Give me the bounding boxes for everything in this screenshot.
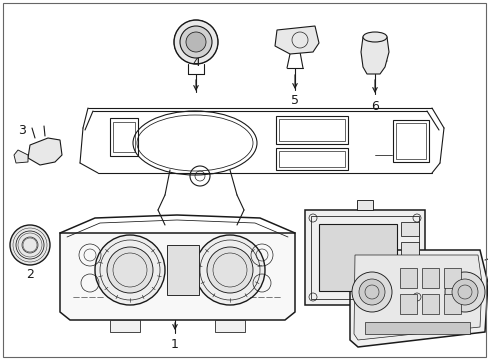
Bar xyxy=(305,210,424,305)
Text: 4: 4 xyxy=(192,55,200,68)
Bar xyxy=(318,224,396,291)
Polygon shape xyxy=(274,26,318,54)
Circle shape xyxy=(174,20,218,64)
Text: 5: 5 xyxy=(290,94,298,107)
Bar xyxy=(356,200,372,210)
Bar xyxy=(167,245,199,295)
Polygon shape xyxy=(353,255,481,340)
Bar xyxy=(400,222,418,236)
Bar xyxy=(110,320,140,332)
Polygon shape xyxy=(349,250,487,347)
Bar xyxy=(364,322,469,334)
Polygon shape xyxy=(28,138,62,165)
Text: 7: 7 xyxy=(360,321,368,334)
Bar xyxy=(110,118,138,156)
Bar xyxy=(215,320,244,332)
Bar xyxy=(443,294,460,314)
Circle shape xyxy=(351,272,391,312)
Bar xyxy=(400,242,418,256)
Bar xyxy=(399,294,416,314)
Text: 2: 2 xyxy=(26,269,34,282)
Bar xyxy=(275,116,347,144)
Circle shape xyxy=(444,272,484,312)
Ellipse shape xyxy=(362,32,386,42)
Bar xyxy=(400,282,418,296)
Bar xyxy=(275,148,347,170)
Circle shape xyxy=(206,247,252,293)
Bar xyxy=(421,268,438,288)
Text: 3: 3 xyxy=(18,123,26,136)
Bar xyxy=(443,268,460,288)
Text: 6: 6 xyxy=(370,99,378,112)
Circle shape xyxy=(185,32,205,52)
Bar xyxy=(399,268,416,288)
Circle shape xyxy=(180,26,212,58)
Circle shape xyxy=(95,235,164,305)
Bar xyxy=(279,119,345,141)
Bar xyxy=(400,262,418,276)
Bar xyxy=(279,151,345,167)
Bar xyxy=(310,216,418,299)
Bar xyxy=(113,122,135,152)
Circle shape xyxy=(195,235,264,305)
Polygon shape xyxy=(60,233,294,320)
Polygon shape xyxy=(14,150,28,163)
Bar xyxy=(421,294,438,314)
Bar xyxy=(395,123,425,159)
Polygon shape xyxy=(360,37,388,74)
Circle shape xyxy=(10,225,50,265)
Circle shape xyxy=(451,279,477,305)
Circle shape xyxy=(107,247,153,293)
Circle shape xyxy=(358,279,384,305)
Bar xyxy=(392,120,428,162)
Text: 1: 1 xyxy=(171,338,179,351)
